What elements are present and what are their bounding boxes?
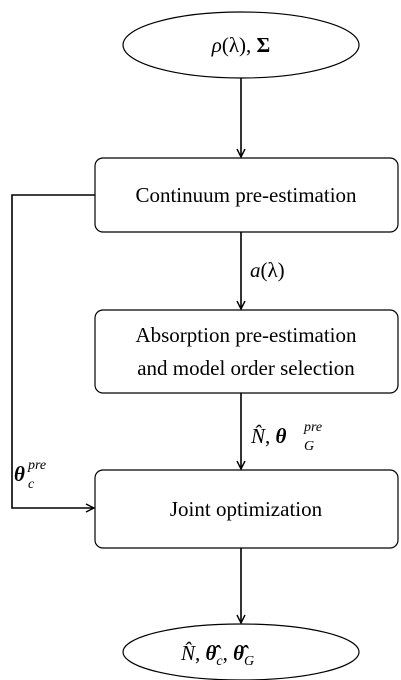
input-label: ρ(λ), Σ: [211, 33, 271, 57]
box-label: Continuum pre-estimation: [135, 183, 357, 207]
process-box: [94, 469, 399, 549]
edge-label-sub: G: [304, 439, 314, 454]
edge-label: θ: [14, 462, 25, 486]
box-label: Joint optimization: [170, 497, 323, 521]
edge-label-sub: c: [28, 477, 35, 492]
process-box: [94, 309, 399, 394]
output-node: [122, 623, 360, 680]
edge-label: a(λ): [250, 258, 285, 282]
edge-label-sup: pre: [303, 420, 322, 435]
process-box: [94, 157, 399, 233]
edge-label: N̂, θ: [250, 424, 287, 448]
edge-label-sup: pre: [27, 458, 46, 473]
input-node: [122, 11, 360, 79]
box-label: and model order selection: [137, 356, 355, 380]
box-label: Absorption pre-estimation: [135, 323, 357, 347]
feedback-arrow: [11, 194, 95, 508]
